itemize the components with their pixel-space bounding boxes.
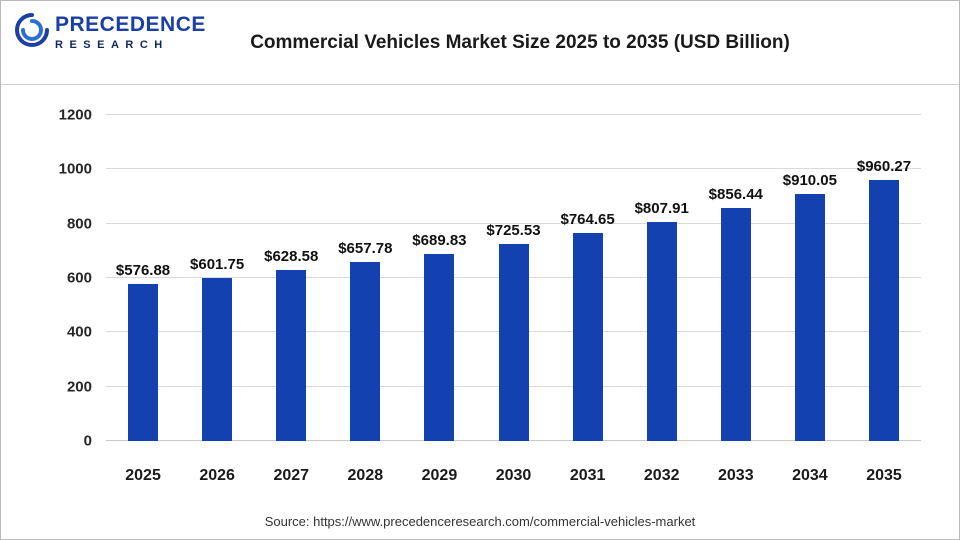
x-axis-label-2034: 2034 [792, 467, 828, 484]
bar-group-2033: $856.44 [699, 115, 773, 441]
bar-value-label: $764.65 [560, 211, 615, 229]
bar-group-2031: $764.65 [551, 115, 625, 441]
y-tick-label-0: 0 [83, 432, 92, 450]
y-tick-label-200: 200 [66, 378, 92, 396]
bar-group-2032: $807.91 [625, 115, 699, 441]
bar-group-2034: $910.05 [773, 115, 847, 441]
y-tick-label-400: 400 [66, 323, 92, 341]
logo-swoosh-icon [15, 13, 49, 47]
x-axis-label-2026: 2026 [199, 467, 235, 484]
bar-value-label: $689.83 [412, 231, 467, 249]
bar [646, 221, 677, 441]
y-tick-label-1000: 1000 [58, 160, 92, 178]
chart-area: 0 200 400 600 800 1000 1200 $576.88 $601.75 $628.… [1, 85, 959, 503]
bar-value-label: $960.27 [856, 158, 912, 176]
bar [498, 243, 529, 441]
bar-group-2030: $725.53 [476, 115, 550, 441]
bar-value-label: $657.78 [338, 240, 393, 258]
x-axis-label-2025: 2025 [125, 467, 161, 484]
precedence-research-logo: PRECEDENCE RESEARCH [15, 13, 206, 51]
bar-group-2027: $628.58 [254, 115, 328, 441]
y-tick-label-1200: 1200 [58, 106, 92, 124]
logo-name: PRECEDENCE [55, 13, 206, 36]
bar [128, 284, 159, 441]
x-axis-label-2032: 2032 [643, 467, 680, 484]
gridline-1200 [106, 114, 921, 115]
bar-value-label: $576.88 [115, 262, 171, 280]
bar [424, 253, 455, 441]
x-axis-label-2035: 2035 [866, 467, 902, 484]
bar [868, 180, 899, 441]
bar-value-label: $725.53 [486, 221, 541, 239]
bar-group-2026: $601.75 [180, 115, 254, 441]
logo-subname: RESEARCH [55, 39, 169, 52]
chart-header: PRECEDENCE RESEARCH Commercial Vehicles … [1, 1, 959, 85]
page-title: Commercial Vehicles Market Size 2025 to … [250, 31, 790, 53]
gridline-800 [106, 222, 921, 224]
y-tick-label-600: 600 [66, 269, 92, 287]
bar-group-2035: $960.27 [847, 115, 921, 441]
x-axis-label-2028: 2028 [347, 467, 384, 484]
bar [350, 262, 381, 441]
bar-value-label: $856.44 [708, 186, 763, 204]
x-axis-labels: 2025 2026 2027 2028 2029 2030 2031 2032 2033 2034… [106, 467, 921, 485]
logo-text: PRECEDENCE RESEARCH [55, 13, 206, 51]
bar [720, 208, 751, 441]
bar [794, 193, 825, 441]
gridline-1000 [106, 168, 921, 170]
bar-group-2028: $657.78 [328, 115, 402, 441]
bar [202, 277, 233, 441]
x-axis-label-2033: 2033 [718, 467, 754, 484]
bar [276, 270, 307, 441]
bar-group-2029: $689.83 [402, 115, 476, 441]
bars-container: $576.88 $601.75 $628.58 $657.78 $689.83 $725.… [106, 115, 921, 441]
x-axis-label-2031: 2031 [569, 467, 606, 484]
x-axis-label-2027: 2027 [273, 467, 310, 484]
bar-value-label: $628.58 [264, 248, 319, 266]
source-text: Source: https://www.precedenceresearch.c… [264, 513, 696, 529]
chart-footer: Source: https://www.precedenceresearch.c… [1, 503, 959, 539]
bar-group-2025: $576.88 [106, 115, 180, 441]
bar-value-label: $601.75 [190, 255, 245, 273]
bar-value-label: $910.05 [782, 171, 837, 189]
x-axis-label-2030: 2030 [495, 467, 532, 484]
bar [572, 233, 603, 441]
bar-value-label: $807.91 [634, 199, 689, 217]
x-axis-label-2029: 2029 [421, 467, 458, 484]
plot-area: 0 200 400 600 800 1000 1200 $576.88 $601.75 $628.… [59, 107, 921, 450]
y-tick-label-800: 800 [66, 215, 92, 233]
